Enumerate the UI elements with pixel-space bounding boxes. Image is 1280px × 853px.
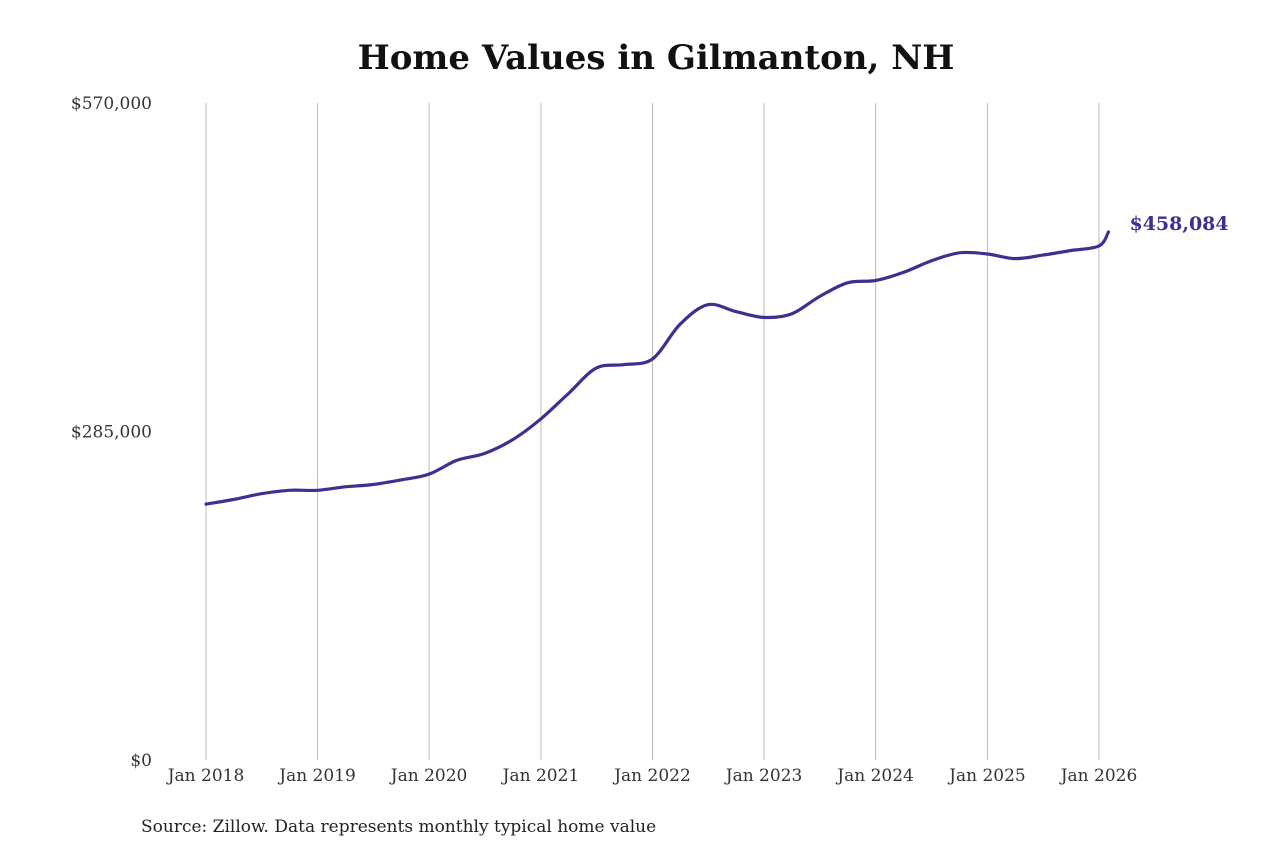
series-line xyxy=(204,230,1111,506)
x-tick-label: Jan 2019 xyxy=(277,766,356,786)
x-tick-label: Jan 2024 xyxy=(835,766,914,786)
x-tick-label: Jan 2021 xyxy=(501,766,580,786)
chart-title: Home Values in Gilmanton, NH xyxy=(357,38,955,78)
end-value-label: $458,084 xyxy=(1129,213,1228,235)
x-tick-label: Jan 2022 xyxy=(612,766,691,786)
y-tick-label: $570,000 xyxy=(71,94,152,114)
x-tick-label: Jan 2025 xyxy=(947,766,1026,786)
y-tick-label: $285,000 xyxy=(71,423,152,443)
x-tick-label: Jan 2018 xyxy=(166,766,245,786)
source-note: Source: Zillow. Data represents monthly … xyxy=(141,817,657,837)
y-tick-label: $0 xyxy=(130,751,152,771)
x-tick-label: Jan 2026 xyxy=(1059,766,1138,786)
x-tick-label: Jan 2023 xyxy=(724,766,803,786)
x-tick-label: Jan 2020 xyxy=(389,766,468,786)
